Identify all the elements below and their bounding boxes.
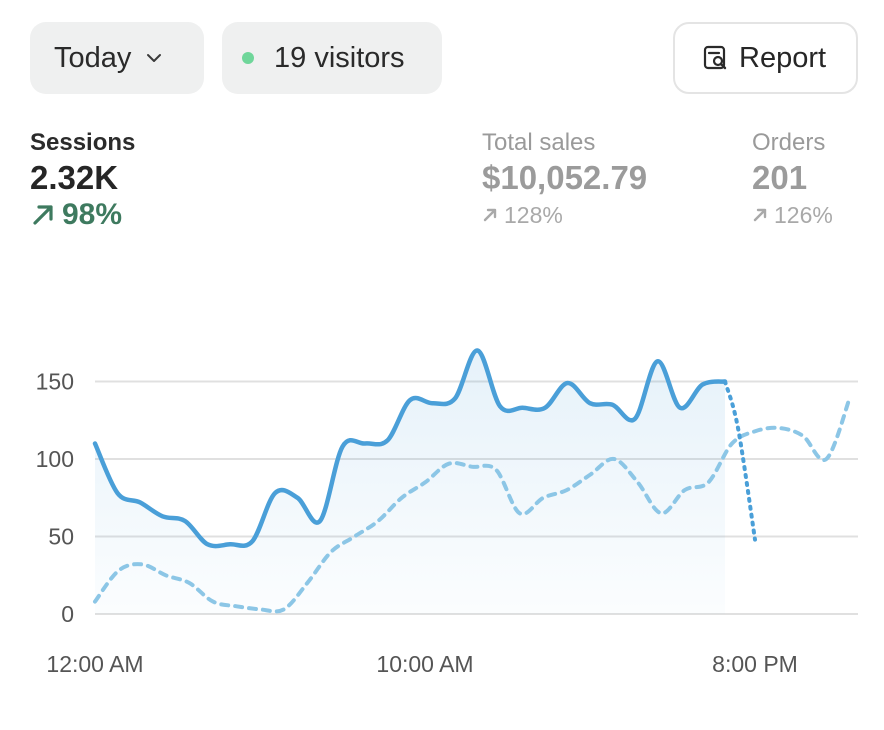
metric-total-sales[interactable]: Total sales $10,052.79 128% <box>482 128 647 232</box>
toolbar: Today 19 visitors Report <box>0 0 884 120</box>
series-area <box>95 350 725 614</box>
x-tick-label: 10:00 AM <box>376 651 473 677</box>
y-tick-label: 100 <box>36 446 74 472</box>
period-selector[interactable]: Today <box>30 22 204 94</box>
metric-change: 126% <box>752 198 833 232</box>
y-tick-label: 0 <box>61 601 74 627</box>
sessions-chart: 0 50 100 150 12:00 AM 10:00 AM 8:00 PM <box>36 348 858 677</box>
y-tick-label: 50 <box>48 524 74 550</box>
metric-change-value: 126% <box>774 202 833 228</box>
arrow-up-right-icon <box>483 208 497 222</box>
metric-change: 128% <box>482 198 647 232</box>
arrow-up-right-icon <box>753 208 767 222</box>
y-tick-label: 150 <box>36 369 74 395</box>
metric-label: Total sales <box>482 129 596 156</box>
x-tick-label: 12:00 AM <box>46 651 143 677</box>
report-label: Report <box>739 41 827 74</box>
series-line-projection <box>723 379 757 542</box>
arrow-up-right-icon <box>33 205 53 225</box>
report-button[interactable]: Report <box>673 22 858 94</box>
metric-label: Sessions <box>30 129 136 156</box>
metric-change-value: 128% <box>504 202 563 228</box>
series-line-current <box>92 348 728 549</box>
metric-value: 2.32K <box>30 159 119 196</box>
live-visitors-button[interactable]: 19 visitors <box>222 22 442 94</box>
period-label: Today <box>54 41 132 74</box>
chevron-down-icon <box>147 54 162 62</box>
report-search-icon <box>703 45 727 70</box>
live-dot-icon <box>242 52 254 64</box>
metric-change: 98% <box>30 198 135 232</box>
metric-sessions[interactable]: Sessions 2.32K 98% <box>30 128 135 232</box>
metric-orders[interactable]: Orders 201 126% <box>752 128 833 232</box>
metric-value: $10,052.79 <box>482 159 648 196</box>
visitors-label: 19 visitors <box>274 41 405 74</box>
x-tick-label: 8:00 PM <box>712 651 798 677</box>
metric-label: Orders <box>752 129 826 156</box>
metric-change-value: 98% <box>62 198 123 231</box>
metric-value: 201 <box>752 159 808 196</box>
series-line-comparison <box>93 395 852 614</box>
